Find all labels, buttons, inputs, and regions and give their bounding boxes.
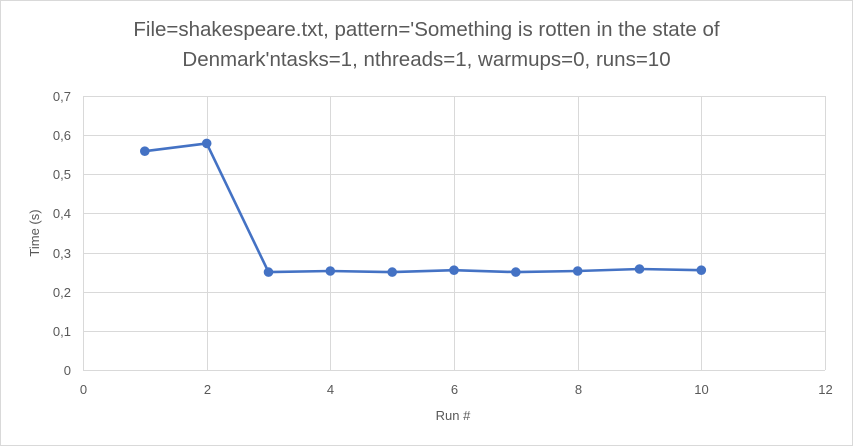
x-tick-label: 8 xyxy=(575,382,582,397)
x-tick-label: 10 xyxy=(694,382,708,397)
data-point xyxy=(263,267,274,277)
y-tick-label: 0,7 xyxy=(53,89,71,104)
data-point xyxy=(634,264,645,274)
y-tick-labels: 0 0,1 0,2 0,3 0,4 0,5 0,6 0,7 xyxy=(53,89,71,378)
y-tick-label: 0,2 xyxy=(53,285,71,300)
x-tick-label: 4 xyxy=(327,382,334,397)
data-point xyxy=(511,267,521,277)
data-point xyxy=(140,146,150,156)
data-point xyxy=(696,265,707,276)
x-axis-title: Run # xyxy=(436,408,471,423)
x-tick-labels: 0 2 4 6 8 10 12 xyxy=(80,382,833,397)
data-point xyxy=(572,266,583,276)
y-tick-label: 0,3 xyxy=(53,246,71,261)
x-tick-label: 2 xyxy=(204,382,211,397)
x-tick-label: 0 xyxy=(80,382,87,397)
series-layer xyxy=(140,138,707,277)
y-tick-label: 0,4 xyxy=(53,206,71,221)
data-point xyxy=(201,138,212,149)
y-tick-label: 0,6 xyxy=(53,128,71,143)
x-tick-label: 6 xyxy=(451,382,458,397)
x-tick-label: 12 xyxy=(818,382,832,397)
chart-title-line-1: File=shakespeare.txt, pattern='Something… xyxy=(133,18,720,41)
y-tick-label: 0,5 xyxy=(53,167,71,182)
chart-title-line-2: Denmark'ntasks=1, nthreads=1, warmups=0,… xyxy=(182,48,671,71)
grid-layer xyxy=(83,96,826,371)
data-point xyxy=(387,267,398,277)
series-line xyxy=(143,142,703,274)
data-point xyxy=(449,265,459,276)
data-point xyxy=(325,266,336,276)
chart-title: File=shakespeare.txt, pattern='Something… xyxy=(1,15,852,75)
y-tick-label: 0 xyxy=(64,363,71,378)
y-axis-title: Time (s) xyxy=(27,209,42,256)
y-tick-label: 0,1 xyxy=(53,324,71,339)
